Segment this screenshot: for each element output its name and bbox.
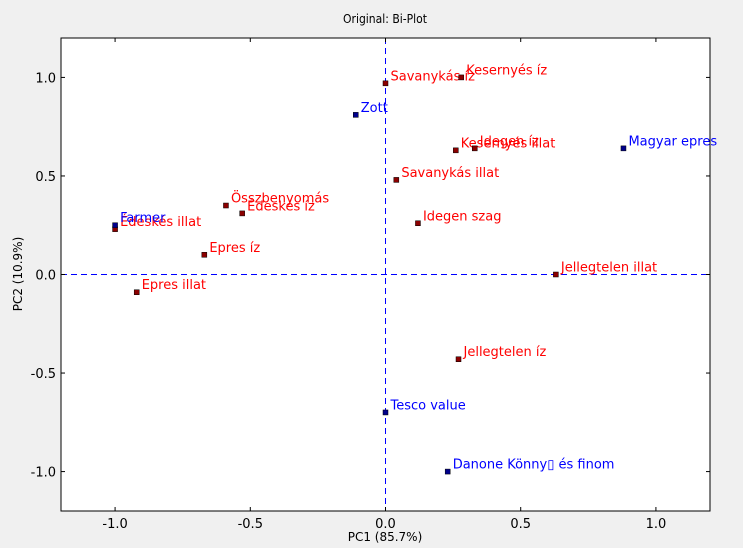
point-label: Kesernyés íz	[466, 63, 547, 78]
x-tick-label: -1.0	[102, 517, 127, 532]
point-label: Édeskés íz	[247, 198, 315, 214]
point-label: Epres illat	[142, 278, 206, 293]
y-tick-label: 0.0	[35, 269, 56, 284]
point-label: Jellegtelen íz	[463, 345, 547, 360]
point-marker	[620, 145, 627, 152]
point-label: Tesco value	[390, 398, 466, 413]
x-axis-label: PC1 (85.7%)	[348, 530, 423, 544]
point-marker	[201, 252, 208, 258]
point-marker	[453, 147, 459, 154]
point-marker	[553, 271, 559, 278]
x-axis-ticks: -1.0 -0.5 0.0 0.5 1.0	[102, 38, 666, 532]
point-marker	[444, 468, 451, 475]
x-tick-label: 1.0	[646, 517, 667, 532]
point-marker	[455, 356, 462, 362]
y-tick-label: 0.5	[35, 170, 56, 185]
y-tick-label: -0.5	[31, 367, 56, 382]
x-tick-label: 0.5	[510, 517, 531, 532]
point-marker	[393, 177, 400, 183]
y-tick-label: 1.0	[35, 71, 56, 86]
plot-frame	[60, 37, 711, 512]
point-marker	[382, 80, 389, 87]
point-label: Összbenyomás	[231, 190, 329, 207]
x-tick-label: 0.0	[375, 517, 396, 532]
point-marker	[353, 112, 359, 118]
y-axis-label: PC2 (10.9%)	[11, 237, 25, 312]
point-label: Savanykás illat	[401, 166, 499, 181]
point-marker	[239, 210, 245, 217]
point-marker	[112, 222, 118, 228]
point-marker	[471, 145, 478, 152]
point-label: Epres íz	[209, 241, 260, 256]
point-label: Kesernyés illat	[461, 136, 556, 151]
reference-lines	[61, 38, 710, 511]
point-label: Jellegtelen illat	[560, 261, 657, 276]
series-products: Zott Magyar epres Farmer Tesco value Danone …	[112, 101, 717, 475]
point-label: Magyar epres	[628, 134, 717, 149]
point-marker	[223, 202, 229, 209]
point-marker	[382, 409, 389, 416]
chart-title: Original: Bi-Plot	[343, 12, 427, 26]
y-tick-label: -1.0	[31, 466, 56, 481]
point-marker	[133, 289, 140, 295]
point-label: Farmer	[120, 211, 166, 226]
point-label: Idegen szag	[423, 209, 502, 224]
x-tick-label: -0.5	[238, 517, 263, 532]
point-marker	[458, 74, 464, 81]
point-label: Édeskés illat	[120, 214, 201, 230]
y-axis-ticks: -1.0 -0.5 0.0 0.5 1.0	[31, 71, 710, 481]
point-label: Zott	[361, 101, 388, 116]
point-marker	[415, 220, 421, 227]
point-label: Danone Könny▯ és finom	[453, 458, 615, 473]
point-label: Savanykás íz	[391, 69, 476, 84]
point-label: Idegen íz	[480, 134, 539, 149]
